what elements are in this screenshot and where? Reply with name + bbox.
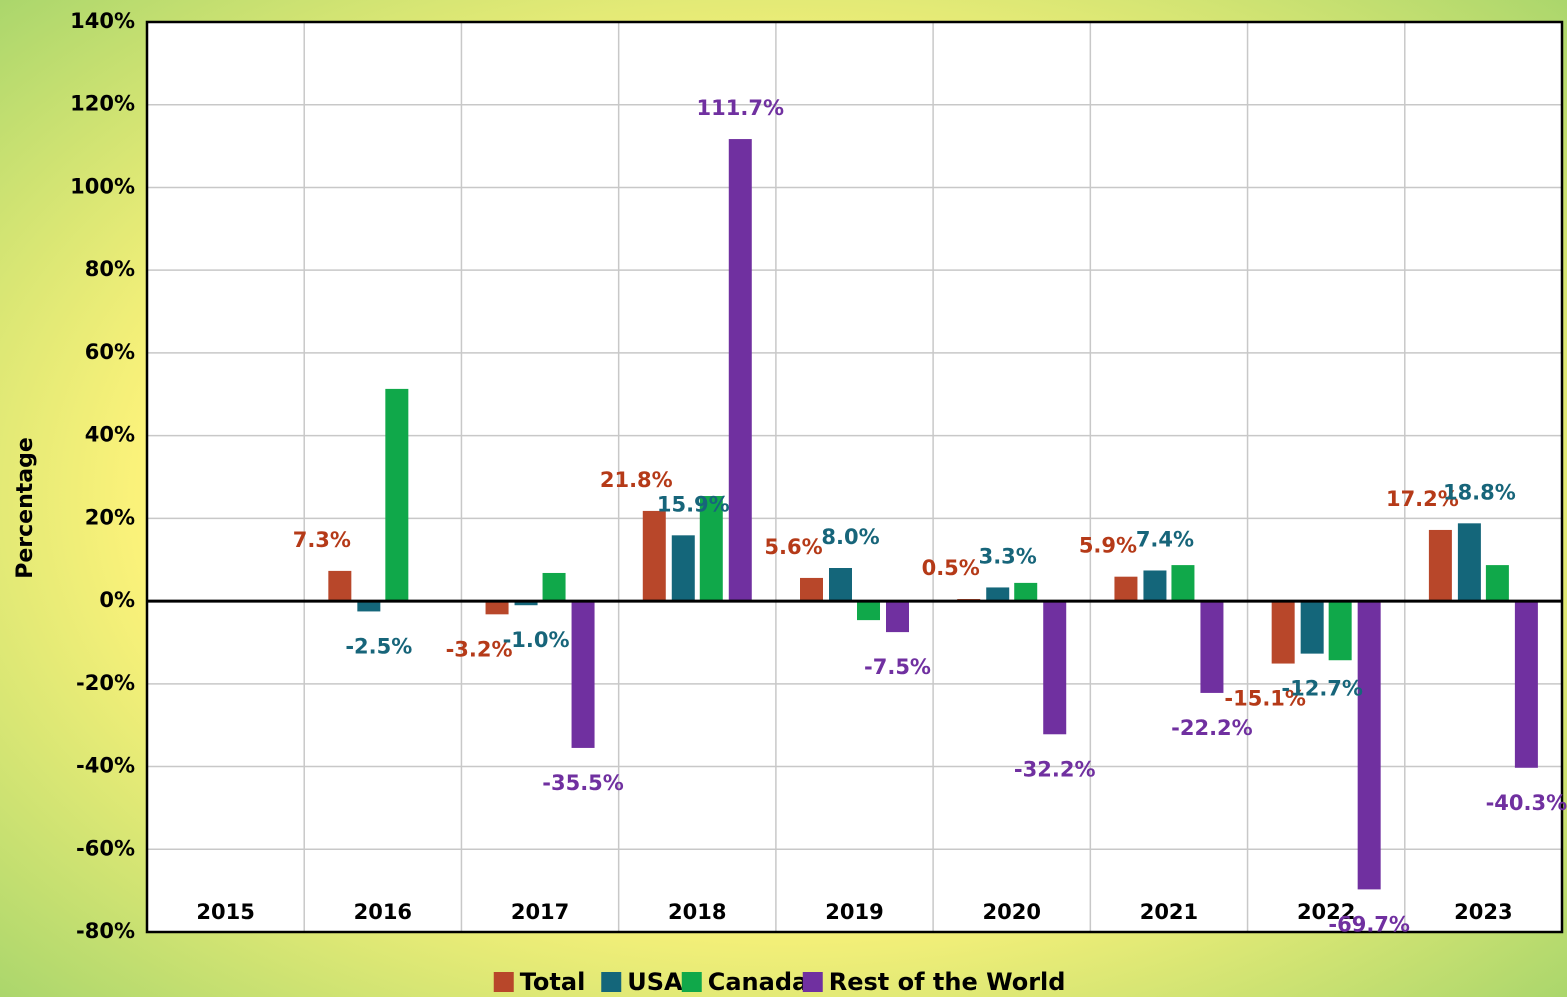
bar (1143, 570, 1167, 602)
y-tick-label: 140% (70, 9, 135, 33)
bar (542, 572, 566, 602)
plot-border (145, 20, 1564, 934)
bar (857, 601, 880, 621)
bar (1271, 601, 1295, 664)
data-label: 15.9% (657, 492, 730, 516)
x-tick-label: 2018 (668, 900, 726, 924)
legend-swatch (493, 972, 514, 992)
bar (385, 388, 409, 602)
bar (328, 570, 352, 602)
legend-label: Canada (708, 968, 808, 996)
x-tick-label: 2019 (825, 900, 883, 924)
bar (1357, 601, 1381, 890)
bar (1300, 601, 1324, 654)
y-tick-label: -40% (76, 754, 135, 778)
y-tick-label: 100% (70, 174, 135, 198)
x-tick-label: 2015 (196, 900, 254, 924)
bar (1514, 601, 1538, 768)
bar (1014, 582, 1038, 602)
bar (829, 568, 852, 602)
y-tick-label: 0% (99, 588, 135, 612)
data-label: 21.8% (600, 468, 673, 492)
x-tick-label: 2016 (354, 900, 412, 924)
bar (1043, 601, 1067, 735)
data-label: 5.6% (764, 535, 822, 559)
y-axis-label: Percentage (13, 437, 38, 579)
bar (1114, 576, 1138, 602)
legend-label: Total (520, 968, 586, 996)
bar (1171, 565, 1195, 602)
legend-label: USA (627, 968, 683, 996)
x-tick-label: 2023 (1454, 900, 1512, 924)
y-tick-label: -60% (76, 836, 135, 860)
legend-swatch (601, 972, 622, 992)
data-label: 3.3% (979, 544, 1037, 568)
y-tick-label: 120% (70, 92, 135, 116)
data-label: -3.2% (446, 637, 513, 661)
data-label: -35.5% (542, 771, 624, 795)
bar (671, 535, 695, 602)
bar (986, 587, 1010, 602)
data-label: 0.5% (922, 556, 980, 580)
x-tick-label: 2022 (1297, 900, 1355, 924)
bar (485, 601, 509, 615)
data-label: 5.9% (1079, 534, 1137, 558)
bar (728, 139, 752, 602)
data-label: 7.4% (1136, 527, 1194, 551)
data-label: -1.0% (503, 628, 570, 652)
bar (357, 601, 381, 612)
bar (1485, 565, 1509, 602)
y-tick-label: -20% (76, 671, 135, 695)
bar (1328, 601, 1352, 661)
data-label: -69.7% (1328, 912, 1410, 936)
bar (800, 577, 823, 602)
data-label: -22.2% (1171, 716, 1253, 740)
y-tick-label: 40% (85, 423, 135, 447)
data-label: -15.1% (1224, 687, 1306, 711)
data-label: 111.7% (697, 96, 784, 120)
data-label: 18.8% (1443, 480, 1516, 504)
data-label: 17.2% (1386, 487, 1459, 511)
legend-swatch (681, 972, 702, 992)
data-label: -12.7% (1281, 677, 1363, 701)
data-label: -32.2% (1014, 757, 1096, 781)
bar (1200, 601, 1224, 693)
bar (699, 496, 723, 602)
x-tick-label: 2017 (511, 900, 569, 924)
y-tick-label: -80% (76, 919, 135, 943)
x-tick-label: 2020 (982, 900, 1040, 924)
data-label: 8.0% (821, 525, 879, 549)
data-label: 7.3% (293, 528, 351, 552)
bar (571, 601, 595, 748)
y-tick-label: 60% (85, 340, 135, 364)
bar (1428, 529, 1452, 602)
y-tick-label: 80% (85, 257, 135, 281)
plot-area (147, 22, 1562, 932)
data-label: -2.5% (345, 634, 412, 658)
bar (1457, 523, 1481, 602)
bar (886, 601, 909, 633)
x-tick-label: 2021 (1140, 900, 1198, 924)
legend-label: Rest of the World (829, 968, 1066, 996)
bar (642, 510, 666, 602)
bar (514, 601, 538, 606)
legend-swatch (802, 972, 823, 992)
y-tick-label: 20% (85, 505, 135, 529)
data-label: -7.5% (864, 655, 931, 679)
data-label: -40.3% (1486, 791, 1567, 815)
